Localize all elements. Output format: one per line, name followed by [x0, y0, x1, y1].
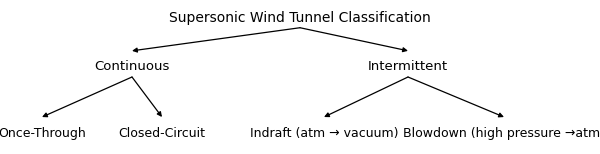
Text: Continuous: Continuous	[94, 60, 170, 73]
Text: Supersonic Wind Tunnel Classification: Supersonic Wind Tunnel Classification	[169, 12, 431, 25]
Text: Closed-Circuit: Closed-Circuit	[119, 128, 205, 140]
Text: Intermittent: Intermittent	[368, 60, 448, 73]
Text: Indraft (atm → vacuum): Indraft (atm → vacuum)	[250, 128, 398, 140]
Text: Blowdown (high pressure →atm): Blowdown (high pressure →atm)	[403, 128, 600, 140]
Text: Once-Through: Once-Through	[0, 128, 86, 140]
